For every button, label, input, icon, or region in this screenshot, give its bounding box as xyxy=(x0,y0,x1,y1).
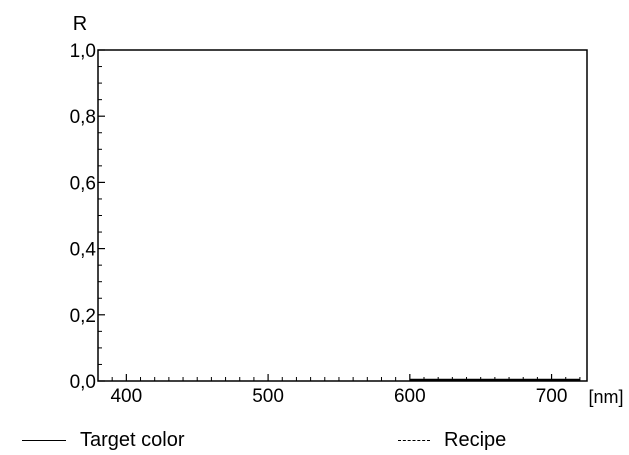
x-tick-label: 400 xyxy=(110,386,142,407)
x-tick-label: 700 xyxy=(536,386,568,407)
legend-recipe: Recipe xyxy=(398,428,506,452)
legend-dashed-line-swatch xyxy=(398,439,430,441)
y-axis-label: R xyxy=(73,13,87,35)
y-tick-label: 0,4 xyxy=(70,240,97,261)
x-axis-unit-label: [nm] xyxy=(588,387,623,407)
plot-frame xyxy=(97,49,588,382)
legend-label-recipe: Recipe xyxy=(444,428,507,451)
legend-label-target-color: Target color xyxy=(80,428,185,451)
y-tick-label: 0,0 xyxy=(70,372,96,393)
legend-target-color: Target color xyxy=(22,428,185,452)
legend-solid-line-swatch xyxy=(22,439,66,441)
y-tick-label: 0,8 xyxy=(70,107,96,128)
y-tick-label: 0,2 xyxy=(70,306,96,327)
y-tick-label: 0,6 xyxy=(70,173,96,194)
x-tick-label: 500 xyxy=(252,386,284,407)
y-tick-label: 1,0 xyxy=(70,41,96,62)
x-tick-label: 600 xyxy=(394,386,426,407)
